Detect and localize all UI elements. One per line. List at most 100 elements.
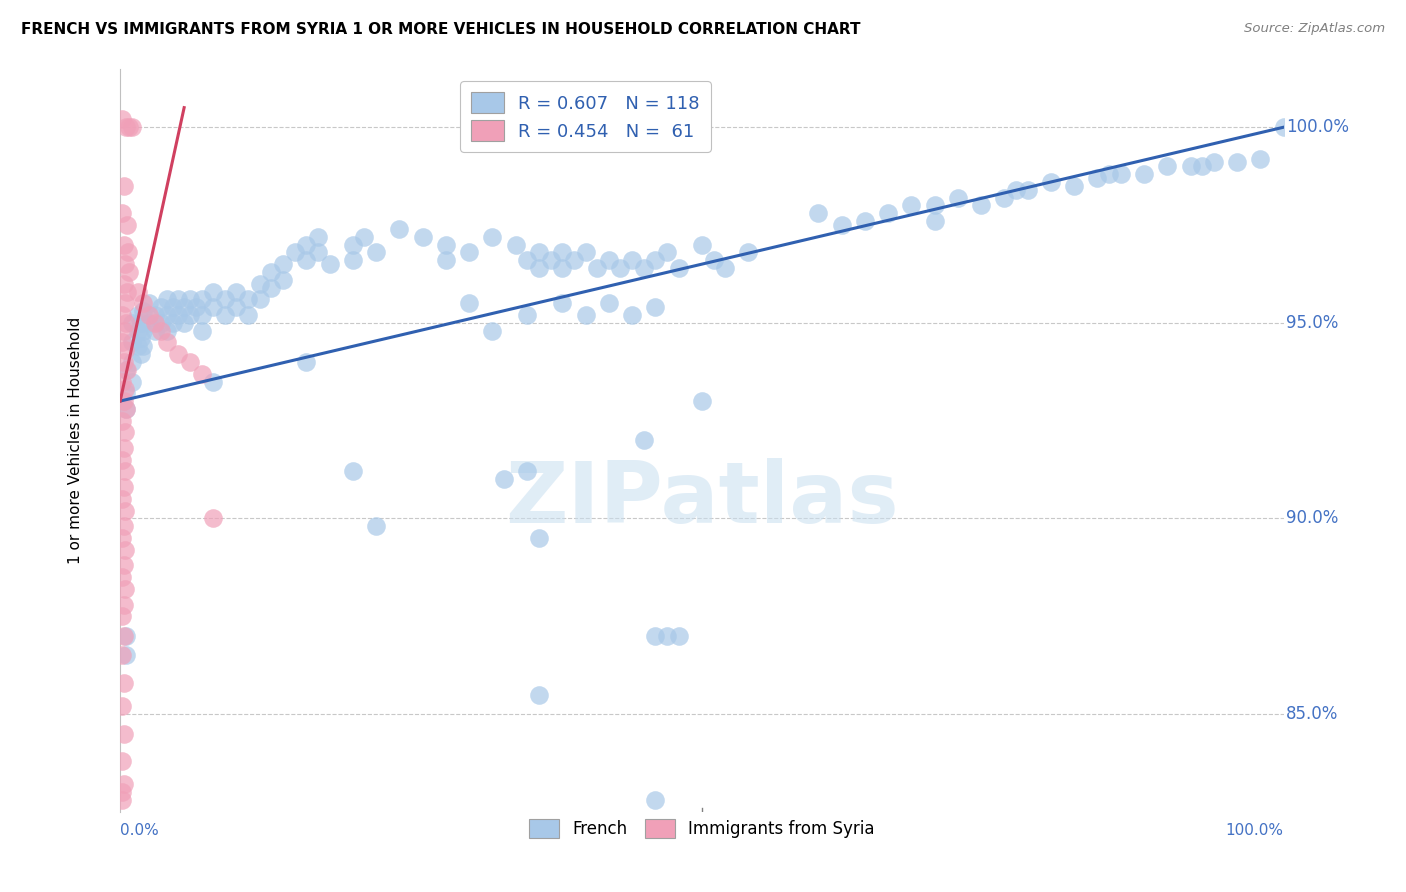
Point [271,257,294,271]
Point [655,245,678,260]
Point [1005,183,1028,197]
Point [167,293,190,307]
Point [184,300,207,314]
Point [111,452,134,467]
Point [115,316,138,330]
Point [114,425,136,440]
Point [167,308,190,322]
Point [737,245,759,260]
Point [162,300,184,314]
Text: 100.0%: 100.0% [1286,119,1348,136]
Point [527,245,550,260]
Point [668,629,690,643]
Point [112,237,135,252]
Point [112,558,135,573]
Point [831,218,853,232]
Point [179,293,201,307]
Point [115,120,138,135]
Point [112,726,135,740]
Point [342,253,364,268]
Point [236,308,259,322]
Point [307,245,329,260]
Point [127,324,149,338]
Point [156,324,179,338]
Point [481,229,503,244]
Point [366,245,388,260]
Point [621,253,644,268]
Point [295,253,318,268]
Point [249,277,271,291]
Point [574,245,596,260]
Point [877,206,900,220]
Point [149,316,172,330]
Point [225,285,247,299]
Point [121,375,143,389]
Point [190,367,212,381]
Point [111,531,134,545]
Point [249,293,271,307]
Point [1226,155,1249,169]
Point [644,300,666,314]
Point [527,688,550,702]
Point [527,261,550,276]
Text: ZIPatlas: ZIPatlas [505,458,898,541]
Point [1202,155,1225,169]
Point [149,324,172,338]
Point [111,754,134,768]
Point [132,324,155,338]
Text: 95.0%: 95.0% [1286,314,1339,332]
Point [609,261,631,276]
Point [111,570,134,584]
Point [190,324,212,338]
Point [540,253,562,268]
Point [138,308,160,322]
Point [115,401,138,416]
Point [853,214,876,228]
Point [143,308,166,322]
Point [112,441,135,455]
Point [655,629,678,643]
Point [1039,175,1062,189]
Point [114,542,136,557]
Point [112,480,135,494]
Point [1180,159,1202,173]
Point [111,308,134,322]
Point [924,198,946,212]
Point [115,401,138,416]
Point [111,375,134,389]
Point [112,277,135,291]
Point [388,222,411,236]
Point [111,785,134,799]
Point [458,296,481,310]
Point [271,273,294,287]
Point [644,793,666,807]
Point [412,229,434,244]
Point [117,245,139,260]
Point [112,324,135,338]
Point [562,253,585,268]
Point [551,296,574,310]
Point [1249,152,1271,166]
Point [111,491,134,506]
Legend: French, Immigrants from Syria: French, Immigrants from Syria [523,812,882,845]
Point [156,308,179,322]
Text: 90.0%: 90.0% [1286,509,1339,527]
Point [112,519,135,533]
Point [644,629,666,643]
Text: 100.0%: 100.0% [1226,823,1284,838]
Point [1133,167,1156,181]
Point [114,465,136,479]
Point [173,300,195,314]
Point [112,355,135,369]
Point [598,253,620,268]
Text: 0.0%: 0.0% [120,823,159,838]
Point [115,218,138,232]
Point [260,280,283,294]
Point [129,347,152,361]
Point [115,363,138,377]
Point [118,265,141,279]
Point [993,191,1015,205]
Text: FRENCH VS IMMIGRANTS FROM SYRIA 1 OR MORE VEHICLES IN HOUSEHOLD CORRELATION CHAR: FRENCH VS IMMIGRANTS FROM SYRIA 1 OR MOR… [21,22,860,37]
Point [970,198,993,212]
Point [260,265,283,279]
